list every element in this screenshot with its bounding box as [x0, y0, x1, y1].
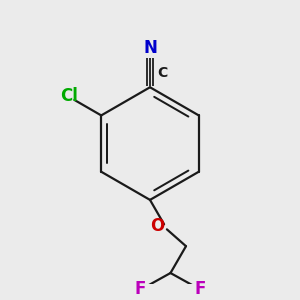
Text: F: F	[195, 280, 206, 298]
Text: O: O	[150, 217, 164, 235]
Text: C: C	[157, 66, 167, 80]
Text: F: F	[135, 280, 146, 298]
Text: N: N	[143, 39, 157, 57]
Text: Cl: Cl	[60, 87, 78, 105]
